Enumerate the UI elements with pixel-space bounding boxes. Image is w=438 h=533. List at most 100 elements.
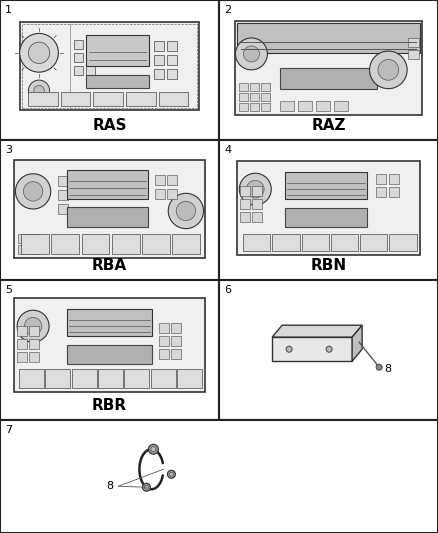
Bar [237,23,420,53]
Bar [67,345,152,364]
Bar [29,326,39,336]
Bar [29,352,39,362]
Bar [19,369,44,388]
Bar [240,199,250,209]
Bar [29,339,39,349]
Bar [298,101,312,111]
Bar [239,103,248,111]
Bar [285,172,367,199]
Bar [126,92,155,106]
Bar [21,235,49,254]
Bar [86,75,149,88]
Bar [86,40,95,49]
Polygon shape [272,337,352,361]
Bar [81,235,110,254]
Bar [171,349,181,359]
Bar [74,53,83,62]
Bar [301,234,329,251]
Circle shape [286,346,292,352]
Bar [261,93,270,101]
Circle shape [378,60,399,80]
Circle shape [25,318,42,335]
Bar [67,207,148,227]
Bar [250,93,259,101]
Bar [159,323,169,333]
Bar [237,161,420,255]
Bar [74,66,83,75]
Bar [98,369,123,388]
Bar [360,234,387,251]
Bar [67,309,152,336]
Circle shape [236,38,268,70]
Bar [171,323,181,333]
Bar [0,280,219,420]
Bar [154,41,164,51]
Text: 5: 5 [5,285,12,295]
Bar [159,349,169,359]
Circle shape [167,470,175,478]
Circle shape [34,85,44,96]
Bar [173,235,200,254]
Bar [240,186,250,196]
Polygon shape [352,325,362,361]
Text: RAZ: RAZ [311,118,346,133]
Polygon shape [272,325,362,337]
Bar [250,83,259,91]
Bar [0,420,438,533]
Bar [171,336,181,346]
Bar [376,187,386,197]
Bar [280,101,294,111]
Text: 2: 2 [224,5,231,15]
Bar [20,22,199,110]
Bar [22,24,197,108]
Circle shape [148,444,159,454]
Bar [14,160,205,258]
Bar [60,92,90,106]
Bar [389,174,399,184]
Bar [58,176,68,186]
Bar [86,35,149,66]
Bar [285,208,367,227]
Bar [316,101,330,111]
Bar [28,92,58,106]
Bar [408,50,419,59]
Bar [154,69,164,79]
Bar [272,234,300,251]
Circle shape [244,46,259,62]
Circle shape [168,193,204,229]
Text: RBA: RBA [92,259,127,273]
Circle shape [170,472,173,477]
Text: 3: 3 [5,145,12,155]
Bar [167,69,177,79]
Bar [142,235,170,254]
Text: 8: 8 [106,481,113,491]
Circle shape [247,180,264,198]
Bar [252,199,262,209]
Bar [58,204,68,214]
Circle shape [151,447,156,452]
Bar [167,41,177,51]
Bar [51,235,79,254]
Bar [243,234,270,251]
Bar [280,68,378,88]
Bar [124,369,149,388]
Bar [239,93,248,101]
Circle shape [176,201,196,221]
Text: 7: 7 [5,425,12,435]
Bar [167,189,177,199]
Bar [17,352,27,362]
Bar [72,369,97,388]
Circle shape [326,346,332,352]
Circle shape [370,51,407,88]
Bar [389,234,417,251]
Bar [17,339,27,349]
Bar [331,234,358,251]
Bar [167,55,177,65]
Bar [389,187,399,197]
Bar [155,189,165,199]
Text: 4: 4 [224,145,231,155]
Bar [408,38,419,46]
Bar [177,369,202,388]
Circle shape [17,310,49,342]
Circle shape [23,182,43,201]
